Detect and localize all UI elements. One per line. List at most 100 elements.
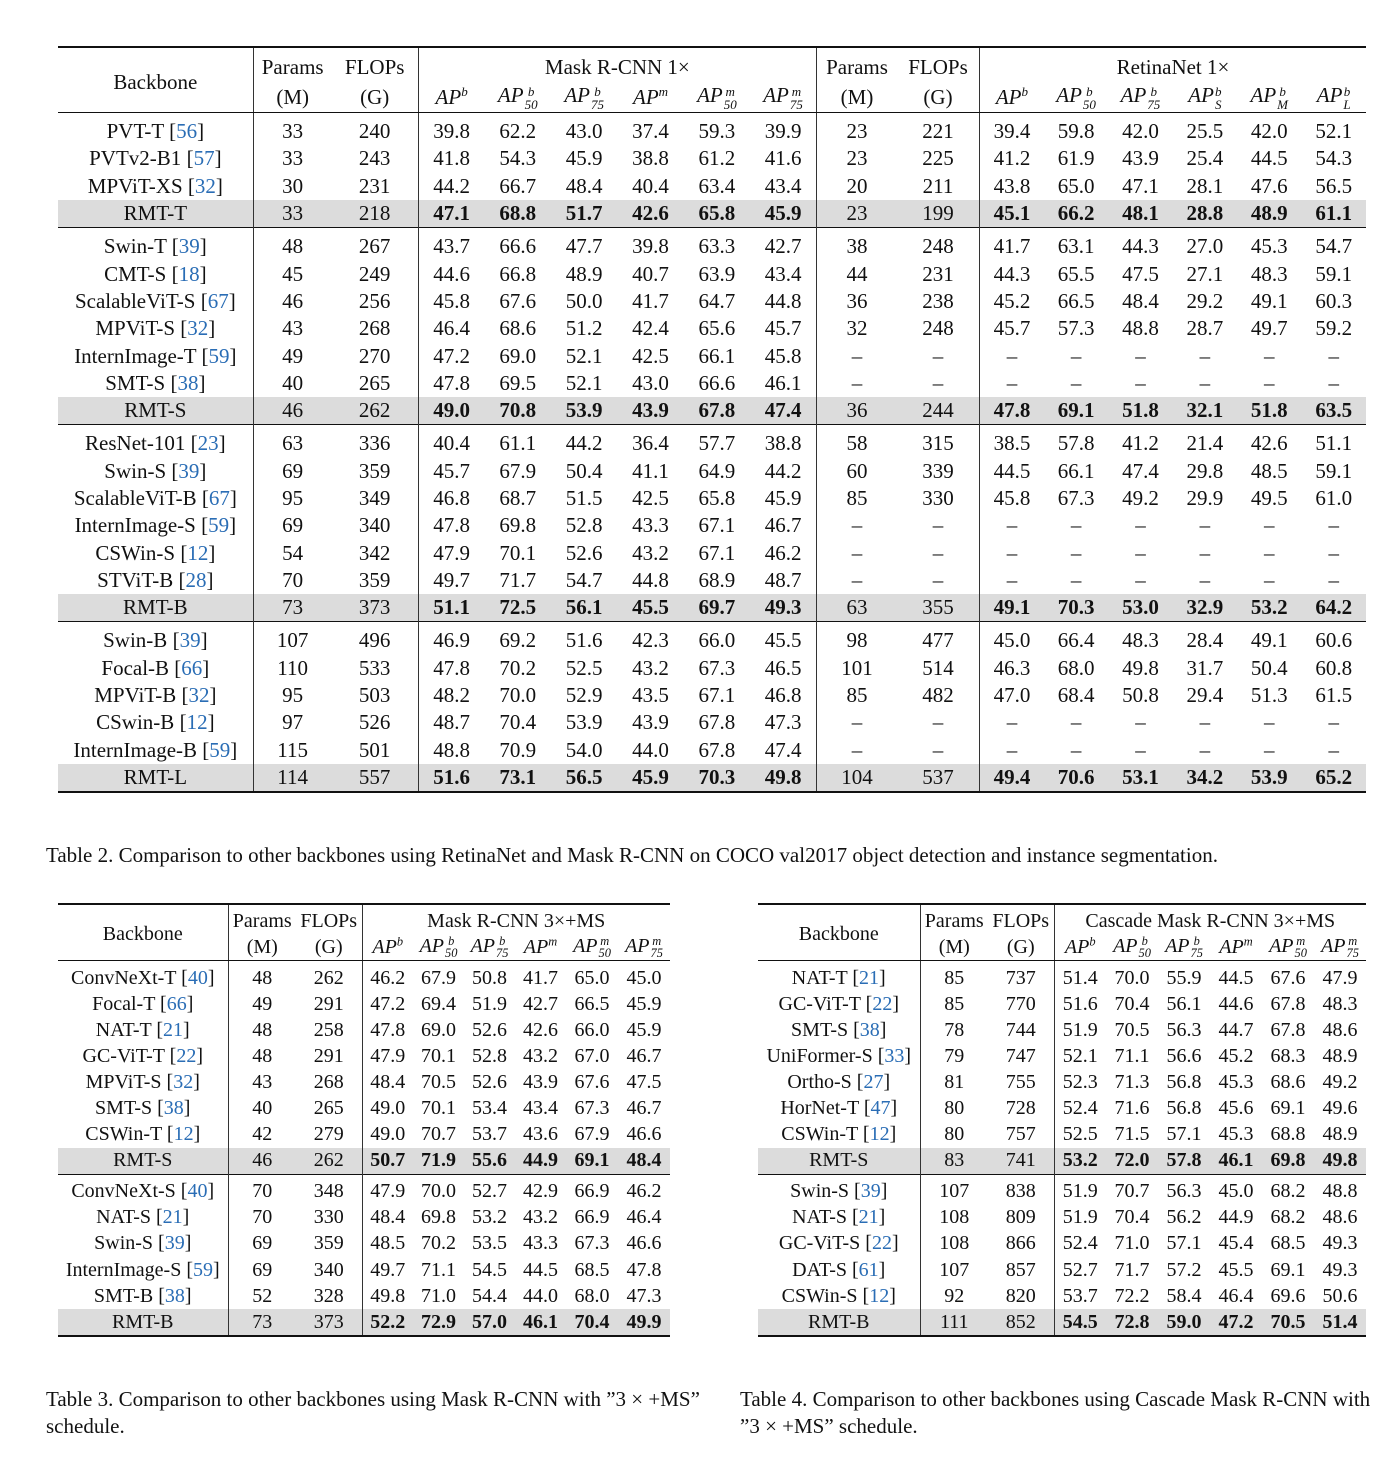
value-cell: 32 xyxy=(816,315,897,343)
citation-link[interactable]: 12 xyxy=(869,1123,890,1146)
citation-link[interactable]: 67 xyxy=(208,486,230,510)
value-cell: 59.3 xyxy=(698,119,736,144)
citation-link[interactable]: 12 xyxy=(869,1284,890,1307)
citation-link[interactable]: 32 xyxy=(173,1070,194,1093)
citation-link[interactable]: 33 xyxy=(884,1044,905,1067)
citation-link[interactable]: 40 xyxy=(187,1180,208,1203)
citation-link[interactable]: 56 xyxy=(176,119,198,144)
value-cell: 60.6 xyxy=(1301,621,1366,655)
citation-link[interactable]: 38 xyxy=(177,370,199,395)
citation-link[interactable]: 59 xyxy=(208,513,230,538)
backbone-label: ScalableViT-B xyxy=(73,486,197,510)
citation-link[interactable]: 21 xyxy=(163,1018,184,1041)
value-cell: – xyxy=(978,709,1044,737)
header-flops-unit: (G) xyxy=(331,82,419,113)
value-cell: 29.4 xyxy=(1186,683,1224,708)
value-cell: – xyxy=(1264,513,1275,538)
value-cell: 44.2 xyxy=(550,424,618,458)
citation-link[interactable]: 21 xyxy=(162,1206,183,1229)
value-cell: – xyxy=(1070,540,1082,565)
value-cell: 291 xyxy=(313,992,344,1015)
value-cell: 43.4 xyxy=(764,173,802,198)
value-cell: – xyxy=(1135,710,1146,735)
value-cell: 64.9 xyxy=(698,458,736,483)
value-cell: 48 xyxy=(227,1017,296,1044)
citation-link[interactable]: 38 xyxy=(163,1097,184,1120)
citation-link[interactable]: 23 xyxy=(197,431,219,456)
row-group: PVT-T [56] 33 240 39.8 62.2 43.0 37.4 59.3 39.9 2… xyxy=(58,112,1366,228)
citation-link[interactable]: 39 xyxy=(178,234,200,259)
citation-link[interactable]: 39 xyxy=(164,1232,185,1255)
table-2: Backbone Params FLOPs Mask R-CNN 1× Para… xyxy=(58,46,1366,794)
citation-link[interactable]: 22 xyxy=(872,992,893,1015)
value-cell: 46.3 xyxy=(978,654,1044,682)
value-cell: 45.8 xyxy=(417,287,485,316)
citation-link[interactable]: 38 xyxy=(859,1018,880,1041)
citation-link[interactable]: 59 xyxy=(208,343,230,368)
citation-link[interactable]: 61 xyxy=(858,1258,879,1281)
citation-link[interactable]: 66 xyxy=(181,655,203,680)
header-ap75-b-retina: AP b 75 xyxy=(1108,82,1173,113)
citation-link[interactable]: 12 xyxy=(186,710,208,735)
backbone-label: RMT-S xyxy=(113,1149,173,1172)
backbone-label: ConvNeXt-T xyxy=(70,966,177,989)
value-cell: 41.2 xyxy=(1108,424,1173,458)
value-cell: 56.5 xyxy=(1315,173,1353,198)
backbone-label: CSWin-S xyxy=(781,1284,858,1307)
citation-link[interactable]: 59 xyxy=(193,1258,213,1281)
backbone-label: CSWin-T xyxy=(85,1123,162,1146)
value-cell: 59.1 xyxy=(1315,458,1353,483)
value-cell: 43 xyxy=(227,1069,296,1096)
value-cell: 537 xyxy=(897,763,980,793)
citation-link[interactable]: 21 xyxy=(858,1206,879,1229)
value-cell: 33 xyxy=(252,145,332,173)
citation-link[interactable]: 59 xyxy=(209,737,231,762)
citation-link[interactable]: 57 xyxy=(193,146,215,171)
citation-link[interactable]: 28 xyxy=(185,567,207,592)
backbone-name: Swin-S [39] xyxy=(758,1173,920,1205)
citation-link[interactable]: 22 xyxy=(176,1044,197,1067)
header-flops-unit-retina: (G) xyxy=(897,82,980,113)
value-cell: 60.8 xyxy=(1315,655,1353,680)
citation-link[interactable]: 47 xyxy=(870,1097,891,1120)
value-cell: 70.0 xyxy=(1114,966,1150,989)
value-cell: 52.1 xyxy=(565,343,603,368)
citation-link[interactable]: 12 xyxy=(187,540,209,565)
value-cell: 41.6 xyxy=(764,146,802,171)
header-ap75-m: AP m 75 xyxy=(618,934,670,961)
value-cell: 48.8 xyxy=(1122,316,1159,341)
value-cell: 63.1 xyxy=(1043,227,1109,261)
value-cell: 501 xyxy=(358,737,391,762)
citation-link[interactable]: 12 xyxy=(173,1123,194,1146)
value-cell: 49.3 xyxy=(1322,1258,1358,1281)
citation-link[interactable]: 38 xyxy=(164,1284,185,1307)
citation-link[interactable]: 40 xyxy=(187,966,208,989)
value-cell: 97 xyxy=(252,709,332,737)
value-cell: 67.6 xyxy=(1270,966,1306,989)
citation-link[interactable]: 22 xyxy=(871,1232,892,1255)
citation-link[interactable]: 27 xyxy=(863,1070,884,1093)
value-cell: 54.3 xyxy=(499,146,537,171)
value-cell: 41.7 xyxy=(523,966,558,989)
value-cell: 56.3 xyxy=(1158,1173,1210,1205)
backbone-name: SMT-S [38] xyxy=(791,1018,887,1041)
value-cell: 330 xyxy=(313,1206,344,1229)
value-cell: 54.5 xyxy=(472,1258,507,1281)
citation-link[interactable]: 32 xyxy=(188,683,210,708)
citation-link[interactable]: 39 xyxy=(178,458,200,483)
value-cell: 68.3 xyxy=(1270,1044,1306,1067)
value-cell: 52.1 xyxy=(1053,1043,1106,1070)
citation-link[interactable]: 39 xyxy=(860,1180,881,1203)
backbone-name: ResNet-101 [23] xyxy=(58,424,254,458)
citation-link[interactable]: 32 xyxy=(194,173,216,198)
value-cell: 43 xyxy=(252,315,332,343)
citation-link[interactable]: 32 xyxy=(187,316,209,341)
citation-link[interactable]: 39 xyxy=(179,628,201,653)
citation-link[interactable]: 67 xyxy=(207,288,229,313)
value-cell: 83 xyxy=(919,1147,988,1175)
citation-link[interactable]: 21 xyxy=(859,966,880,989)
table-row: RMT-L 114 557 51.6 73.1 56.5 45.9 70.3 49.8 104 53… xyxy=(58,763,1366,793)
citation-link[interactable]: 18 xyxy=(178,261,200,286)
citation-link[interactable]: 66 xyxy=(166,992,187,1015)
value-cell: 47.9 xyxy=(417,539,485,567)
